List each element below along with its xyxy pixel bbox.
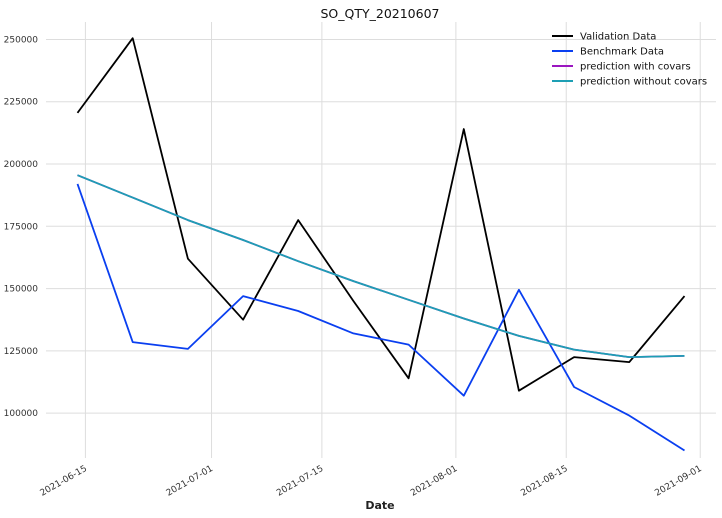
y-tick-label: 100000 (4, 409, 39, 419)
series-line-prediction-without-covars (77, 174, 685, 359)
legend-label-benchmark-data: Benchmark Data (580, 47, 664, 58)
x-tick-label: 2021-08-15 (519, 464, 569, 499)
x-tick-label: 2021-06-15 (39, 464, 89, 499)
x-tick-label: 2021-07-01 (165, 464, 215, 499)
y-tick-label: 250000 (4, 35, 39, 45)
series-line-validation-data (76, 37, 686, 392)
x-axis-label: Date (365, 499, 394, 512)
x-tick-label: 2021-07-15 (275, 464, 325, 499)
y-tick-label: 200000 (4, 160, 39, 170)
y-tick-label: 175000 (4, 222, 39, 232)
y-tick-label: 150000 (4, 285, 39, 295)
legend-label-validation-data: Validation Data (580, 32, 656, 43)
series-layer (76, 37, 686, 452)
series-line-benchmark-data (76, 183, 685, 452)
series-line-prediction-with-covars (77, 174, 685, 359)
y-tick-label: 125000 (4, 347, 39, 357)
chart-title: SO_QTY_20210607 (320, 6, 439, 21)
y-tick-label: 225000 (4, 98, 39, 108)
x-tick-label: 2021-09-01 (653, 464, 703, 499)
tick-layer: 100000 125000 150000 175000 200000 225000 2500… (4, 35, 704, 498)
legend-label-prediction-with-covars: prediction with covars (580, 62, 691, 73)
legend: Validation Data Benchmark Data prediction … (552, 32, 707, 88)
legend-label-prediction-without-covars: prediction without covars (580, 77, 707, 88)
grid-layer (46, 22, 716, 458)
x-tick-label: 2021-08-01 (409, 464, 459, 499)
